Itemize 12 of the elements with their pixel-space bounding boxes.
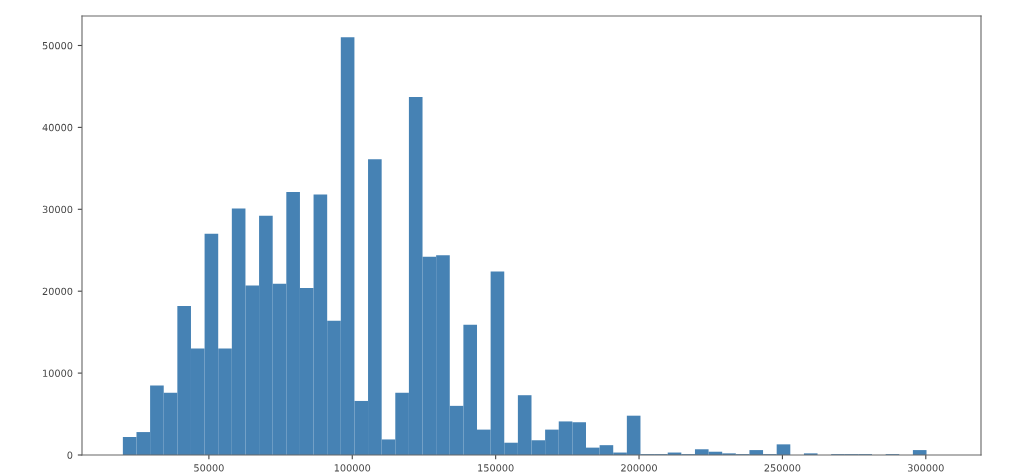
y-tick-label: 10000 [43, 369, 73, 377]
y-tick-label: 40000 [42, 123, 73, 132]
x-tick-label: 300000 [907, 464, 944, 472]
x-tick-label: 100000 [334, 464, 371, 472]
x-tick-label: 50000 [194, 464, 224, 472]
x-tick-label: 150000 [478, 464, 514, 472]
y-tick-label: 30000 [42, 205, 73, 214]
x-tick-label: 200000 [621, 464, 657, 472]
y-tick-label: 20000 [42, 287, 73, 296]
y-tick-label: 50000 [42, 41, 73, 50]
y-tick-label: 0 [67, 451, 73, 459]
x-tick-label: 250000 [764, 464, 801, 472]
